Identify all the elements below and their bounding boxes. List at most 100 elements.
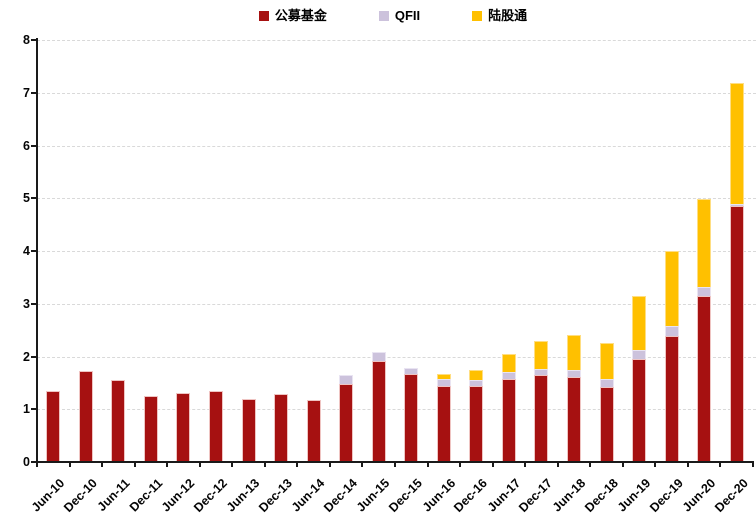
y-tick-label: 6 [23,138,30,153]
x-tick-label: Dec-16 [451,476,491,515]
bar-segment-jun-13 [241,398,256,462]
bar-segment-dec-14 [339,375,354,385]
legend-label-public-funds: 公募基金 [274,8,327,23]
bar-segment-dec-17 [534,341,549,369]
y-axis-tick [31,91,37,94]
x-axis-tick [686,462,689,467]
bar-segment-jun-19 [632,296,647,350]
x-tick-label: Jun-16 [419,476,458,515]
x-axis-tick [133,462,136,467]
bar-segment-jun-18 [567,334,581,370]
x-axis-tick [719,462,722,467]
y-axis-line [36,38,38,464]
bar-segment-dec-12 [209,391,223,462]
y-tick-label: 4 [23,244,30,258]
y-tick-label: 8 [23,33,30,47]
bar-segment-dec-17 [534,368,549,376]
bar-segment-jun-20 [697,296,712,462]
bar-segment-jun-19 [632,349,647,359]
bar-segment-jun-19 [632,358,647,462]
bar-segment-dec-17 [534,375,549,462]
bar-segment-jun-16 [436,385,451,462]
gridline [37,356,756,358]
gridline [37,92,756,94]
bar-segment-jun-14 [306,400,321,462]
gridline [37,40,756,41]
x-tick-label: Dec-10 [60,476,100,515]
bar-segment-dec-19 [664,325,679,336]
x-tick-label: Jun-18 [549,476,588,515]
bar-segment-jun-20 [697,198,712,288]
bar-segment-dec-11 [143,395,158,462]
bar-segment-dec-16 [469,369,484,381]
x-axis-tick [524,462,527,467]
bar-segment-jun-16 [436,373,451,380]
y-tick-label: 1 [23,402,30,417]
bar-segment-jun-18 [567,369,581,378]
y-axis-tick [31,355,37,358]
bar-segment-dec-18 [599,343,614,379]
x-tick-label: Jun-19 [614,476,654,515]
legend-label-stock-connect: 陆股通 [488,8,528,23]
bar-segment-dec-20 [729,203,744,207]
x-axis-tick [328,462,331,467]
bar-segment-dec-20 [729,206,744,462]
legend-item-qfii: QFII [378,8,421,24]
x-tick-label: Jun-11 [94,476,133,514]
x-tick-label: Dec-17 [516,476,556,515]
bar-segment-dec-20 [729,83,744,204]
x-axis-tick [231,462,234,467]
gridline [37,409,756,411]
bar-segment-dec-10 [78,371,93,462]
gridline [37,198,756,200]
y-axis-tick [31,302,37,305]
bar-segment-jun-17 [501,378,516,462]
bar-segment-jun-10 [46,390,61,462]
legend-label-qfii: QFII [394,8,421,23]
x-tick-label: Dec-19 [646,476,686,515]
bar-segment-jun-15 [371,352,386,361]
y-axis-tick [31,39,37,41]
x-tick-label: Dec-15 [386,476,426,515]
bar-segment-jun-18 [567,377,581,462]
x-tick-label: Dec-11 [126,476,165,515]
y-tick-label: 7 [23,85,30,100]
x-axis-tick [36,462,38,467]
x-axis-tick [621,462,624,467]
bar-segment-jun-11 [111,380,126,462]
x-tick-label: Jun-12 [159,476,198,515]
x-axis-tick [68,462,71,467]
bar-segment-jun-20 [697,287,712,297]
x-axis-tick [556,462,559,467]
gridline [37,303,756,305]
bar-segment-jun-12 [176,392,191,462]
x-tick-label: Dec-14 [321,476,361,515]
bar-segment-jun-15 [371,360,386,462]
x-tick-label: Jun-20 [679,476,719,515]
y-axis-tick [31,197,37,200]
bar-segment-dec-14 [339,384,354,462]
legend-swatch-stock-connect-icon [472,11,483,21]
x-axis-tick [394,462,396,467]
x-axis-tick [296,462,299,467]
y-axis-tick [31,461,37,463]
bar-segment-dec-15 [404,374,419,462]
y-axis-tick [31,250,37,252]
x-axis-tick [654,462,657,467]
x-axis-tick [426,462,429,467]
legend-swatch-public-funds-icon [258,11,269,21]
bar-segment-dec-19 [664,335,679,462]
bar-segment-jun-17 [501,372,516,379]
y-tick-label: 5 [23,191,30,206]
x-axis-tick [459,462,462,467]
bar-segment-jun-16 [436,379,451,386]
x-tick-label: Jun-14 [289,476,328,515]
x-axis-line [36,461,754,463]
x-axis-tick [198,462,201,467]
bar-segment-jun-17 [501,353,516,373]
gridline [37,251,756,252]
x-axis-tick [752,462,754,467]
chart-legend: 公募基金 QFII 陆股通 [0,8,756,24]
y-tick-label: 3 [23,296,30,311]
bar-segment-dec-16 [469,380,484,386]
